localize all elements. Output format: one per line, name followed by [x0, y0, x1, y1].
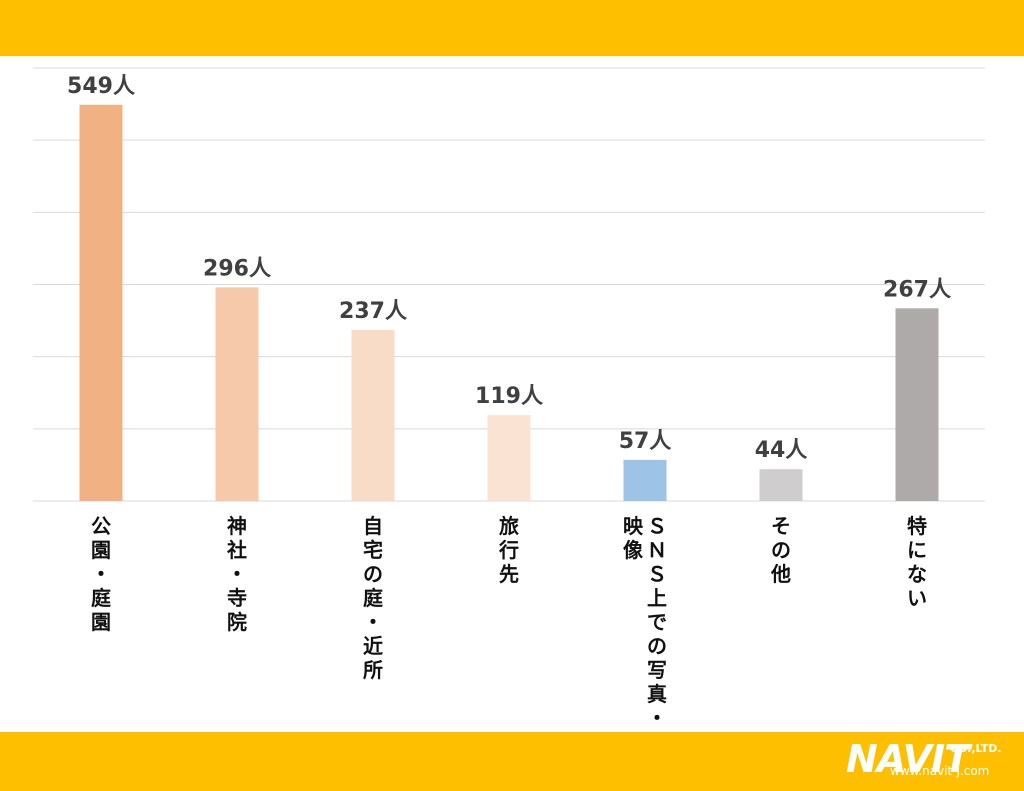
bottom-banner — [0, 732, 1024, 791]
category-char: 園 — [91, 610, 111, 634]
bar — [759, 469, 803, 501]
category-char: い — [907, 586, 927, 610]
category-char: 自 — [363, 514, 383, 538]
category-char: の — [363, 562, 383, 586]
category-char: 宅 — [363, 538, 383, 562]
category-char: 神 — [227, 514, 247, 538]
data-label: 119人 — [475, 384, 543, 409]
bar — [895, 308, 939, 501]
bar — [215, 287, 259, 501]
data-label: 57人 — [619, 429, 672, 454]
category-char: 旅 — [499, 514, 519, 538]
category-label: 神社・寺院 — [226, 514, 247, 634]
category-char: の — [647, 634, 667, 658]
category-char: 所 — [363, 658, 383, 682]
category-char: 庭 — [91, 586, 111, 610]
category-char: 特 — [907, 514, 927, 538]
category-char: 行 — [498, 538, 519, 562]
category-char: 映 — [623, 514, 644, 538]
category-label: その他 — [770, 514, 791, 586]
navit-logo: NAVIT CO.,LTD. www.navit-j.com — [846, 736, 1022, 786]
category-char: 庭 — [363, 586, 383, 610]
data-label: 296人 — [203, 256, 271, 281]
category-char: 近 — [363, 634, 383, 658]
category-char: で — [647, 610, 667, 634]
category-char: 上 — [647, 586, 667, 610]
category-char: 先 — [499, 562, 519, 586]
bar — [351, 329, 395, 501]
bar — [623, 459, 667, 501]
data-label: 549人 — [67, 74, 135, 99]
logo-text: NAVIT — [846, 737, 970, 781]
data-label: 44人 — [755, 438, 808, 463]
logo-suffix: CO.,LTD. — [950, 742, 1002, 755]
category-char: 写 — [647, 658, 667, 682]
category-char: ・ — [363, 610, 383, 634]
data-label: 237人 — [339, 299, 407, 324]
logo-url: www.navit-j.com — [890, 764, 990, 778]
category-char: 公 — [91, 514, 111, 538]
category-char: 社 — [226, 538, 247, 562]
category-char: に — [907, 538, 927, 562]
category-char: Ｎ — [647, 538, 667, 562]
category-char: Ｓ — [647, 562, 667, 586]
category-char: ・ — [227, 562, 247, 586]
category-char: そ — [771, 514, 791, 538]
bar — [79, 104, 123, 502]
category-char: 像 — [623, 538, 644, 562]
category-char: の — [771, 538, 791, 562]
category-label: 旅行先 — [498, 514, 519, 586]
category-label: 公園・庭園 — [91, 514, 111, 634]
category-char: ・ — [91, 562, 111, 586]
category-char: Ｓ — [647, 514, 667, 538]
category-char: 寺 — [227, 586, 247, 610]
category-char: な — [907, 562, 927, 586]
category-char: 院 — [227, 610, 247, 634]
data-label: 267人 — [883, 277, 951, 302]
category-char: 他 — [770, 562, 791, 586]
category-char: ・ — [647, 706, 667, 730]
bar — [487, 415, 531, 501]
top-banner — [0, 0, 1024, 56]
category-char: 真 — [647, 682, 667, 706]
category-char: 園 — [91, 538, 111, 562]
bar-chart: 549人公園・庭園296人神社・寺院237人自宅の庭・近所119人旅行先57人Ｓ… — [33, 67, 985, 730]
